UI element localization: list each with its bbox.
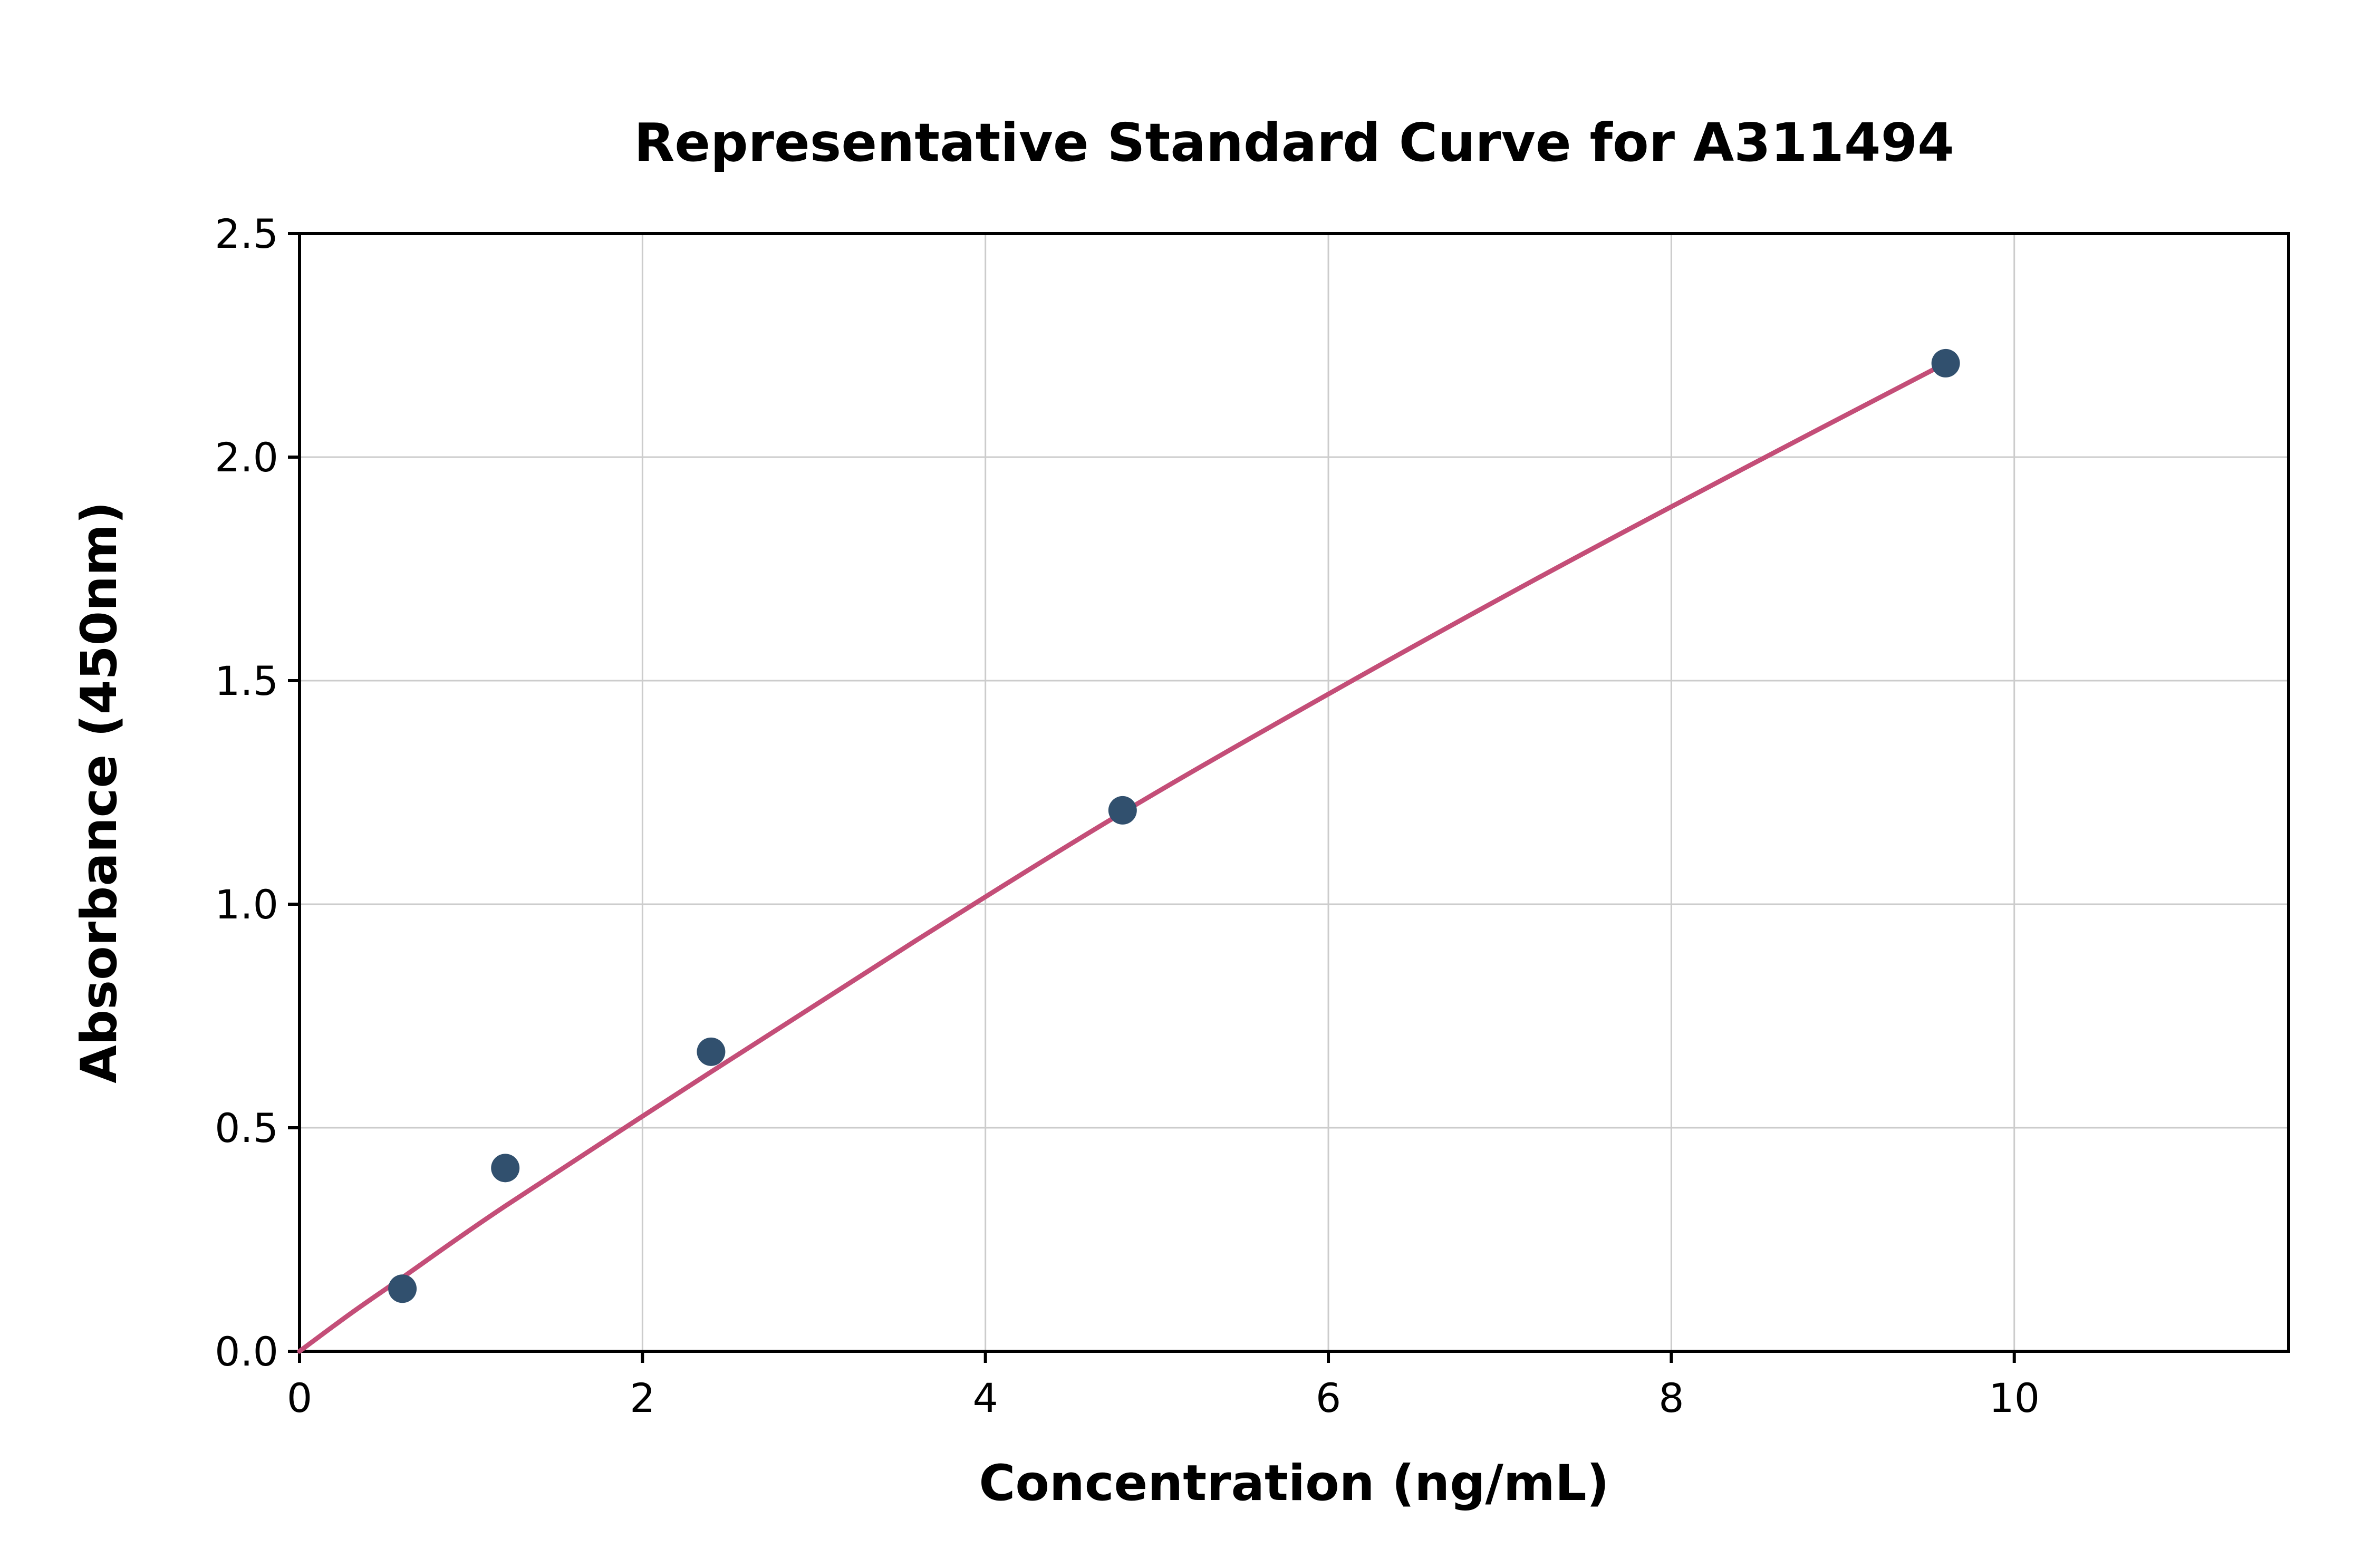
data-point: [388, 1274, 417, 1303]
chart-title: Representative Standard Curve for A31149…: [634, 112, 1954, 173]
y-tick-label: 0.5: [215, 1105, 278, 1151]
x-tick-label: 8: [1658, 1375, 1684, 1421]
x-tick-label: 2: [630, 1375, 655, 1421]
x-tick-label: 4: [973, 1375, 998, 1421]
y-tick-label: 1.0: [215, 881, 278, 928]
x-tick-label: 6: [1316, 1375, 1341, 1421]
y-tick-label: 0.0: [215, 1328, 278, 1375]
y-tick-label: 1.5: [215, 657, 278, 704]
x-tick-label: 10: [1989, 1375, 2040, 1421]
data-point: [1931, 349, 1960, 378]
y-tick-label: 2.0: [215, 434, 278, 481]
plot-border: [298, 232, 2290, 1353]
y-axis-label: Absorbance (450nm): [71, 501, 128, 1083]
data-point: [697, 1037, 726, 1066]
data-point: [491, 1154, 520, 1183]
y-tick-label: 2.5: [215, 210, 278, 257]
data-point: [1108, 796, 1137, 825]
trend-curve: [297, 361, 1948, 1354]
x-axis-label: Concentration (ng/mL): [979, 1455, 1609, 1512]
x-tick-label: 0: [287, 1375, 312, 1421]
